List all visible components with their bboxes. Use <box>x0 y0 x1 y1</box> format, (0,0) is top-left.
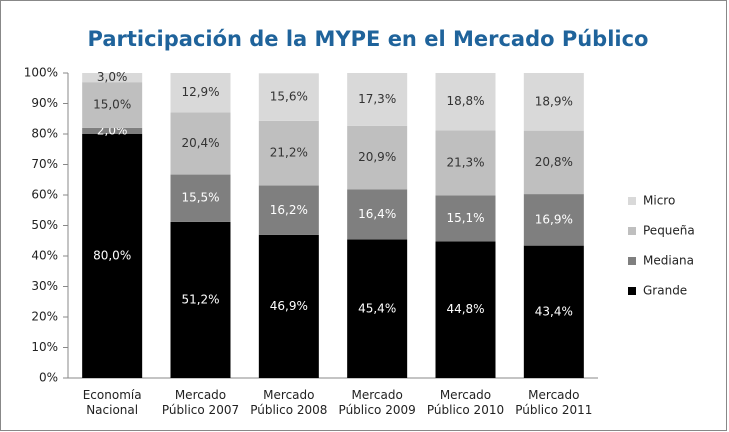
value-label: 3,0% <box>97 70 128 84</box>
legend-label: Micro <box>643 194 675 208</box>
value-label: 17,3% <box>358 92 396 106</box>
bar-segment <box>435 73 496 131</box>
y-tick-label: 0% <box>39 371 58 385</box>
bar-segment <box>435 130 496 196</box>
y-tick-label: 80% <box>31 127 58 141</box>
bar-segment <box>258 234 319 378</box>
legend-label: Mediana <box>643 254 694 268</box>
value-label: 44,8% <box>446 302 484 316</box>
x-tick-label: Mercado Público 2008 <box>250 388 328 417</box>
value-label: 51,2% <box>181 292 219 306</box>
bar-segment <box>170 174 231 222</box>
y-tick-label: 90% <box>31 96 58 110</box>
bar-segment <box>523 194 584 246</box>
legend-swatch <box>628 257 636 265</box>
value-label: 15,1% <box>446 211 484 225</box>
bar-segment <box>170 221 231 378</box>
value-label: 20,4% <box>181 136 219 150</box>
value-label: 18,8% <box>446 94 484 108</box>
value-label: 12,9% <box>181 85 219 99</box>
y-tick-label: 40% <box>31 249 58 263</box>
y-tick-label: 30% <box>31 279 58 293</box>
bar-segment <box>347 125 408 190</box>
x-tick-label: Mercado Público 2011 <box>515 388 593 417</box>
bar-segment <box>82 134 143 378</box>
y-tick-label: 100% <box>24 66 58 80</box>
bar-segment <box>347 239 408 378</box>
bar-segment <box>82 73 143 83</box>
legend-swatch <box>628 287 636 295</box>
value-label: 15,0% <box>93 98 131 112</box>
value-label: 20,8% <box>535 155 573 169</box>
bar-segment <box>347 73 408 126</box>
y-tick-label: 50% <box>31 218 58 232</box>
legend-label: Grande <box>643 284 687 298</box>
y-tick-label: 60% <box>31 188 58 202</box>
x-tick-label: Mercado Público 2007 <box>161 388 240 417</box>
value-label: 43,4% <box>535 304 573 318</box>
value-label: 18,9% <box>535 94 573 108</box>
bar-segment <box>170 112 231 175</box>
value-label: 21,2% <box>270 146 308 160</box>
y-tick-label: 10% <box>31 340 58 354</box>
value-label: 15,6% <box>270 90 308 104</box>
x-tick-label: Economía Nacional <box>82 388 142 417</box>
bar-segment <box>347 189 408 240</box>
x-tick-label: Mercado Público 2009 <box>338 388 416 417</box>
value-label: 80,0% <box>93 249 131 263</box>
bar-segment <box>170 73 231 113</box>
bar-segment <box>82 127 143 134</box>
value-label: 16,4% <box>358 207 396 221</box>
bar-segment <box>258 120 319 186</box>
legend-swatch <box>628 227 636 235</box>
legend-swatch <box>628 197 636 205</box>
value-label: 16,2% <box>270 203 308 217</box>
value-label: 16,9% <box>535 212 573 226</box>
y-tick-label: 70% <box>31 157 58 171</box>
y-tick-label: 20% <box>31 310 58 324</box>
x-tick-label: Mercado Público 2010 <box>426 388 505 417</box>
value-label: 21,3% <box>446 155 484 169</box>
bar-segment <box>82 82 143 128</box>
value-label: 20,9% <box>358 150 396 164</box>
bar-segment <box>258 185 319 235</box>
bar-segment <box>523 73 584 131</box>
bar-segment <box>435 241 496 378</box>
bar-segment <box>258 73 319 121</box>
chart-title: Participación de la MYPE en el Mercado P… <box>88 27 649 51</box>
value-label: 46,9% <box>270 299 308 313</box>
value-label: 45,4% <box>358 301 396 315</box>
bar-segment <box>435 195 496 242</box>
bar-segment <box>523 130 584 195</box>
value-label: 15,5% <box>181 191 219 205</box>
bar-segment <box>523 245 584 378</box>
legend-label: Pequeña <box>643 224 695 238</box>
